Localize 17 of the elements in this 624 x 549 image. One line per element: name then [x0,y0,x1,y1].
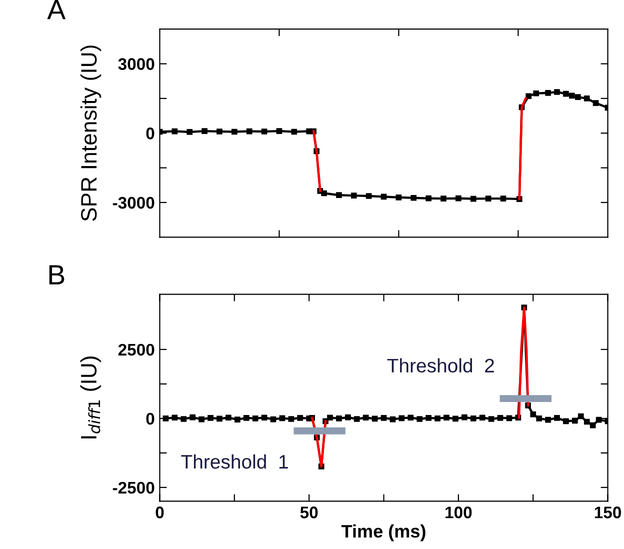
y-axis-title: SPR Intensity (IU) [80,46,102,222]
y-tick-label: 0 [146,412,154,425]
x-tick-label: 50 [300,506,318,518]
x-tick-label: 0 [156,506,164,518]
y-tick-label: 3000 [118,58,154,70]
x-axis-title: Time (ms) [341,524,426,542]
y-axis-title: I$_{diff1}$ (IU) [80,356,101,438]
chart-title: B [49,265,64,284]
y-tick-label: -3000 [112,196,154,209]
annotation: Threshold 2 [387,358,494,373]
annotation: Threshold 1 [181,454,288,469]
y-tick-label: 2500 [118,344,154,356]
y-tick-label: 0 [146,128,154,140]
x-tick-label: 100 [446,506,472,518]
y-tick-label: -2500 [112,482,154,494]
x-tick-label: 150 [594,506,621,518]
chart-title: A [47,0,66,20]
